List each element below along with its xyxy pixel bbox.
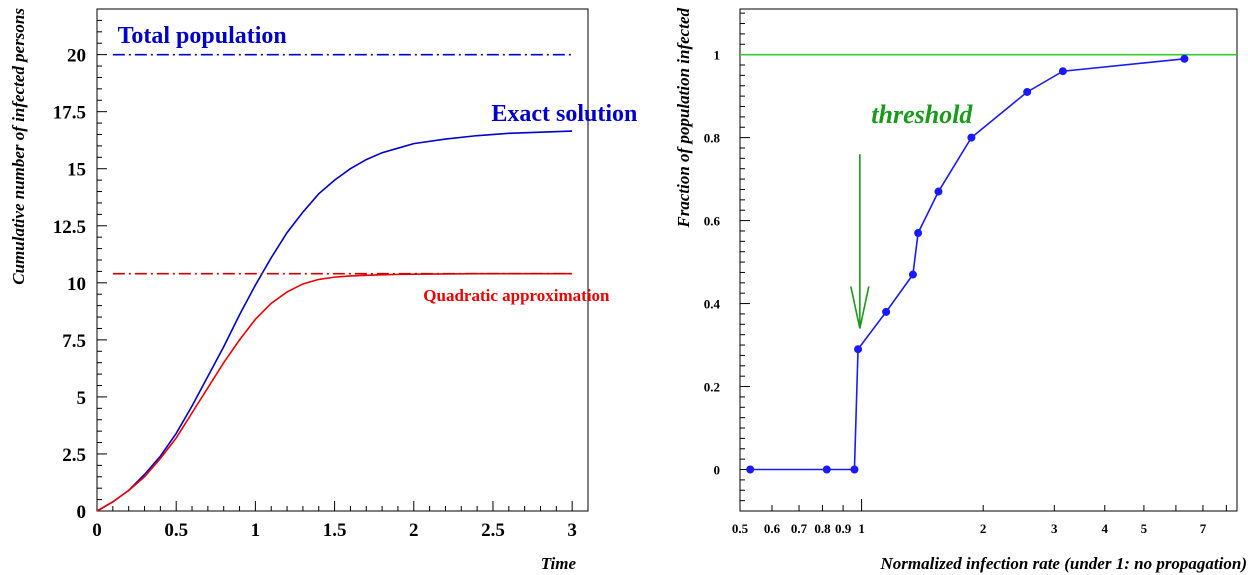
label-quadratic-approximation: Quadratic approximation xyxy=(423,286,610,305)
data-point xyxy=(822,465,831,474)
x-tick-label: 1.5 xyxy=(323,520,347,541)
series-group-right xyxy=(740,53,1237,474)
x-tick-label: 0.5 xyxy=(164,520,188,541)
y-tick-label: 2.5 xyxy=(62,445,86,466)
x-tick-label: 1 xyxy=(858,521,865,536)
series-group-left xyxy=(96,53,573,512)
y-tick-label: 0 xyxy=(77,502,87,523)
y-tick-label: 1 xyxy=(714,48,721,63)
y-axis-left: 0 2.5 5 7.5 10 12.5 15 17.5 20 xyxy=(53,8,107,523)
series-quadratic-approximation xyxy=(96,272,573,512)
x-axis-title-right: Normalized infection rate (under 1: no p… xyxy=(880,554,1247,573)
label-exact-solution: Exact solution xyxy=(491,101,637,127)
y-axis-title-left: Cumulative number of infected persons xyxy=(9,8,28,285)
y-tick-label: 12.5 xyxy=(53,217,86,238)
y-axis-title-right: Fraction of population infected xyxy=(674,8,693,229)
x-tick-label: 0.8 xyxy=(814,521,831,536)
x-tick-label: 1 xyxy=(251,520,261,541)
x-tick-label: 0.6 xyxy=(764,521,781,536)
x-tick-label: 0 xyxy=(92,520,102,541)
label-total-population: Total population xyxy=(118,23,287,49)
data-point xyxy=(850,465,859,474)
y-tick-label: 0.8 xyxy=(704,131,721,146)
x-tick-label: 0.9 xyxy=(835,521,852,536)
annotations-left: Total population Exact solution Quadratic … xyxy=(118,23,638,305)
y-tick-label: 0.6 xyxy=(704,214,721,229)
data-point xyxy=(854,345,863,354)
y-tick-label: 10 xyxy=(67,274,86,295)
y-tick-label: 17.5 xyxy=(53,103,86,124)
x-axis-left: 0 0.5 1 1.5 2 2.5 3 xyxy=(92,501,577,541)
series-fraction-infected xyxy=(750,57,1185,471)
x-tick-label: 3 xyxy=(1051,521,1058,536)
data-point xyxy=(1023,87,1032,96)
plot-frame-right xyxy=(739,8,1238,512)
x-tick-label: 7 xyxy=(1200,521,1207,536)
data-point xyxy=(882,307,891,316)
x-tick-label: 3 xyxy=(567,520,577,541)
x-tick-label: 0.7 xyxy=(791,521,808,536)
data-point xyxy=(914,229,923,238)
y-tick-label: 0.2 xyxy=(704,380,720,395)
x-tick-label: 2.5 xyxy=(481,520,505,541)
y-tick-label: 15 xyxy=(67,160,86,181)
y-tick-label: 0 xyxy=(714,463,721,478)
x-tick-label: 2 xyxy=(409,520,419,541)
data-point xyxy=(1180,54,1189,63)
x-tick-label: 5 xyxy=(1141,521,1148,536)
y-tick-label: 20 xyxy=(67,46,86,67)
y-tick-label: 7.5 xyxy=(62,331,86,352)
chart-infected-vs-time: 0 0.5 1 1.5 2 2.5 3 0 2.5 5 7.5 10 12.5 15 17.5 20 Tot… xyxy=(9,8,637,573)
x-axis-right: 0.5 0.6 0.7 0.8 0.9 1 2 3 4 5 7 xyxy=(732,499,1227,536)
data-point xyxy=(746,465,755,474)
x-tick-label: 0.5 xyxy=(732,521,749,536)
data-point xyxy=(967,133,976,142)
y-tick-label: 0.4 xyxy=(704,297,721,312)
data-point xyxy=(1058,67,1067,76)
x-tick-label: 4 xyxy=(1102,521,1109,536)
data-point xyxy=(908,270,917,279)
label-threshold: threshold xyxy=(871,100,973,129)
annotations-right: threshold xyxy=(850,100,973,329)
series-exact-solution xyxy=(96,130,573,512)
x-tick-label: 2 xyxy=(980,521,987,536)
chart-fraction-vs-rate: 0.5 0.6 0.7 0.8 0.9 1 2 3 4 5 7 0 0.2 0.4 0.6 0.8 1 thr… xyxy=(674,8,1247,573)
plot-frame-left xyxy=(96,8,589,512)
threshold-arrowhead xyxy=(850,286,870,329)
y-tick-label: 5 xyxy=(77,388,87,409)
y-axis-right: 0 0.2 0.4 0.6 0.8 1 xyxy=(704,12,750,512)
x-axis-title-left: Time xyxy=(541,554,577,573)
data-point xyxy=(934,187,943,196)
